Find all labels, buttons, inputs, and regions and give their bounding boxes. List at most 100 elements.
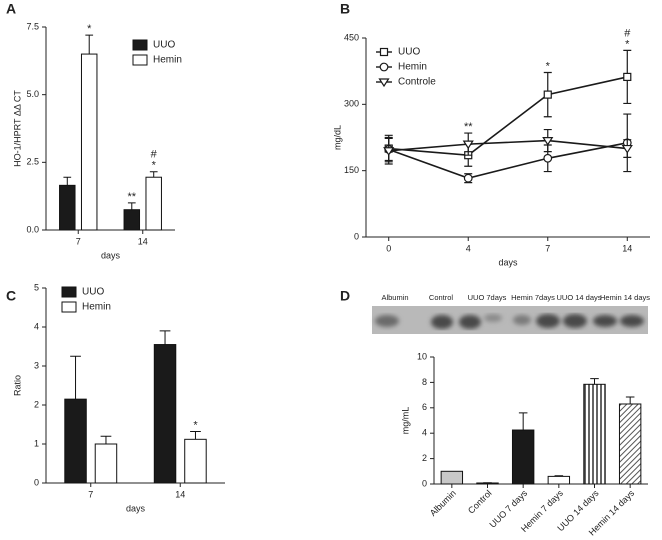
x-tick-label: 14 [622, 243, 632, 253]
error-bar [85, 34, 94, 55]
y-tick-label: 0 [354, 231, 359, 241]
bar [123, 209, 141, 231]
x-tick-label: Control [466, 488, 494, 516]
significance-mark: # [151, 149, 158, 161]
significance-mark: ** [464, 121, 473, 133]
y-axis-label: HO-1/HPRT ΔΔ CT [12, 90, 22, 167]
bar [145, 176, 162, 231]
point [623, 72, 632, 82]
point [463, 173, 473, 183]
x-axis-label: days [101, 250, 121, 260]
legend-marker [378, 78, 390, 88]
error-bar [518, 412, 528, 431]
legend-label: Controle [398, 77, 436, 88]
legend-marker [379, 47, 389, 57]
panel-label: A [6, 1, 16, 17]
point [543, 90, 552, 99]
gel-lane-label: Albumin [381, 293, 408, 302]
error-bar [590, 378, 599, 385]
significance-mark: # [624, 27, 631, 39]
bar [94, 443, 118, 484]
gel-lane-label: Control [429, 293, 454, 302]
gel-lane-label: UUO 14 days [556, 293, 601, 302]
legend-label: Hemin [82, 302, 111, 313]
point [543, 153, 553, 163]
y-tick-label: 7.5 [26, 21, 39, 31]
error-bar [149, 171, 158, 178]
significance-mark: * [193, 419, 198, 431]
bar [583, 383, 606, 485]
y-tick-label: 10 [417, 351, 427, 361]
error-bar [63, 176, 72, 186]
y-axis-label: mg/dL [332, 125, 342, 150]
y-tick-label: 6 [422, 402, 427, 412]
error-bar [190, 431, 201, 440]
gel-lane-label: Hemin 14 days [600, 293, 650, 302]
point [462, 140, 474, 150]
x-tick-label: 7 [88, 489, 93, 499]
error-bar [127, 202, 136, 210]
significance-mark: * [87, 23, 92, 35]
x-axis-label: days [126, 503, 146, 513]
legend-swatch [132, 39, 148, 51]
y-tick-label: 450 [344, 32, 359, 42]
gel-lane-label: Hemin 7days [511, 293, 555, 302]
y-tick-label: 4 [34, 321, 39, 331]
y-tick-label: 1 [34, 438, 39, 448]
bar [80, 53, 98, 231]
bar [64, 398, 87, 484]
y-tick-label: 2 [34, 399, 39, 409]
panel-label: C [6, 288, 16, 304]
legend-label: UUO [153, 40, 175, 51]
legend-marker [379, 62, 389, 72]
y-tick-label: 3 [34, 360, 39, 370]
y-tick-label: 150 [344, 165, 359, 175]
panel-label: D [340, 288, 350, 304]
significance-mark: ** [128, 191, 137, 203]
x-tick-label: 14 [175, 489, 185, 499]
legend-swatch [61, 301, 77, 313]
point [621, 144, 633, 154]
bar [511, 429, 535, 485]
y-tick-label: 2.5 [26, 157, 39, 167]
significance-mark: * [625, 38, 630, 50]
legend-label: Hemin [153, 55, 182, 66]
y-tick-label: 5.0 [26, 89, 39, 99]
legend-swatch [61, 286, 77, 298]
y-tick-label: 300 [344, 99, 359, 109]
point [383, 147, 395, 156]
bar [153, 344, 177, 484]
y-tick-label: 5 [34, 282, 39, 292]
y-axis-label: Ratio [12, 375, 22, 396]
error-bar [70, 355, 81, 400]
error-bar [159, 330, 171, 345]
x-tick-label: 7 [76, 236, 81, 246]
bar [618, 403, 642, 485]
point [542, 136, 554, 146]
error-bar [625, 396, 635, 404]
gel-image [372, 306, 648, 334]
legend-label: UUO [82, 287, 104, 298]
bar [440, 470, 464, 485]
y-tick-label: 2 [422, 453, 427, 463]
x-axis-label: days [498, 257, 518, 267]
significance-mark: * [152, 160, 157, 172]
x-tick-label: Albumin [428, 488, 458, 518]
line [388, 76, 628, 157]
y-tick-label: 0 [422, 478, 427, 488]
error-bar [100, 435, 112, 444]
x-tick-label: 0 [386, 243, 391, 253]
y-tick-label: 0.0 [26, 224, 39, 234]
line [388, 139, 628, 152]
x-tick-label: 7 [545, 243, 550, 253]
bar [59, 184, 76, 231]
significance-mark: * [546, 60, 551, 72]
legend-label: UUO [398, 47, 420, 58]
line [388, 142, 628, 180]
legend-swatch [132, 54, 148, 66]
legend-label: Hemin [398, 62, 427, 73]
x-tick-label: 4 [466, 243, 471, 253]
x-tick-label: 14 [138, 236, 148, 246]
